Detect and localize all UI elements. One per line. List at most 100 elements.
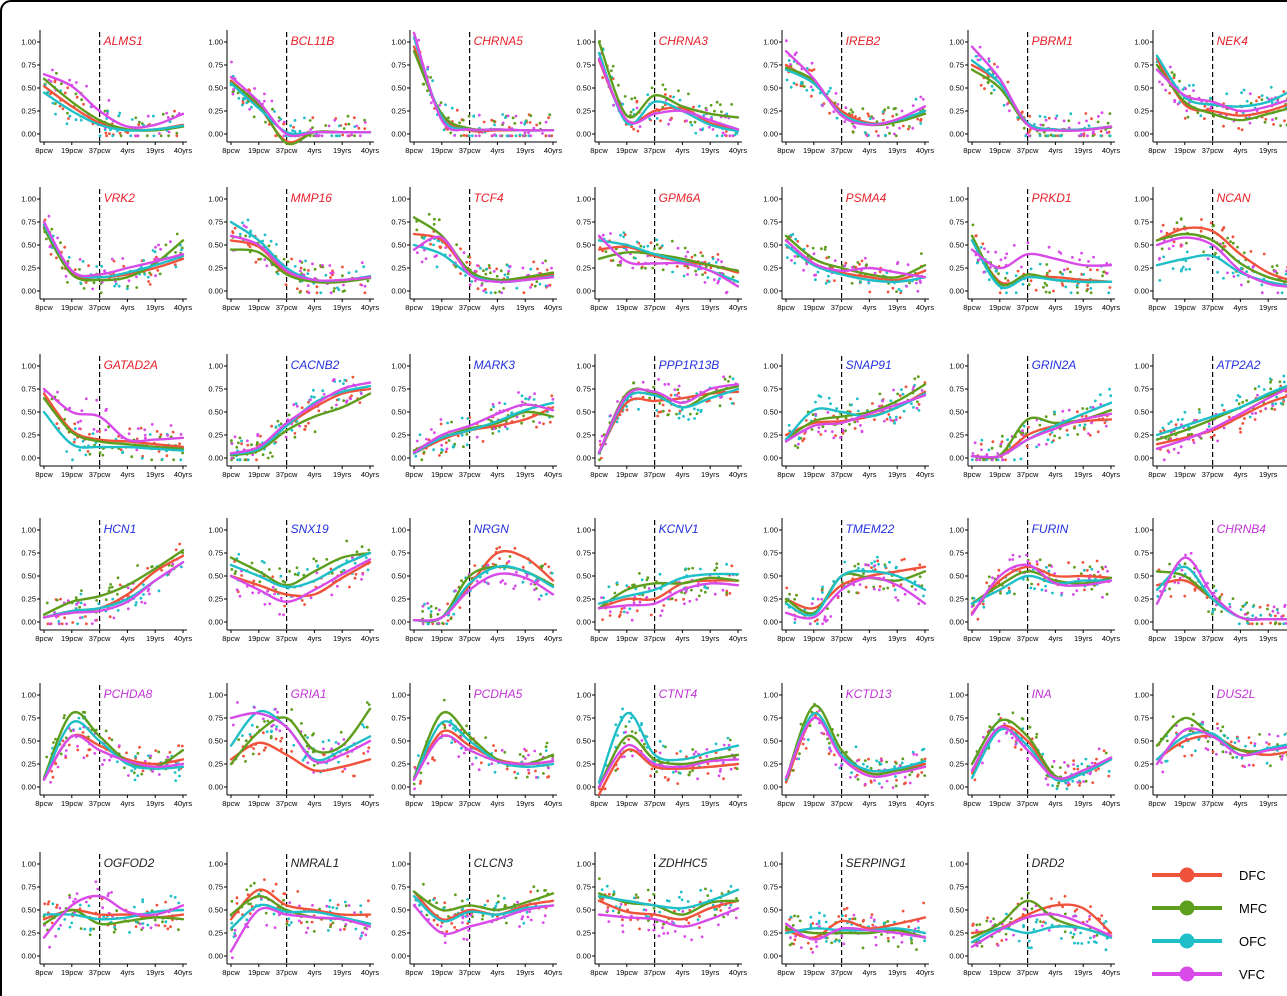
- data-point-vfc: [871, 117, 875, 120]
- data-point-mfc: [345, 539, 349, 543]
- data-point-mfc: [643, 585, 647, 589]
- data-point-ofc: [1019, 457, 1023, 461]
- data-point-ofc: [1262, 388, 1266, 391]
- data-point-vfc: [812, 252, 816, 256]
- data-point-dfc: [802, 437, 806, 441]
- data-point-ofc: [1188, 267, 1191, 271]
- data-point-vfc: [430, 428, 433, 431]
- data-point-vfc: [498, 401, 501, 405]
- data-point-ofc: [645, 735, 649, 738]
- data-point-dfc: [1258, 605, 1262, 609]
- trend-line-vfc: [229, 381, 372, 455]
- data-point-dfc: [866, 112, 870, 116]
- data-point-vfc: [242, 224, 246, 228]
- data-point-dfc: [1235, 111, 1238, 115]
- data-point-ofc: [445, 622, 449, 626]
- gene-label: KCTD13: [846, 687, 892, 701]
- data-point-ofc: [529, 267, 533, 271]
- x-tick-label: 19yrs: [333, 634, 352, 643]
- data-point-mfc: [45, 237, 48, 241]
- data-point-ofc: [532, 398, 536, 401]
- y-tick-label: 0.50: [391, 408, 406, 417]
- data-point-vfc: [1104, 424, 1108, 428]
- data-point-dfc: [1227, 415, 1231, 419]
- data-point-mfc: [723, 377, 727, 381]
- data-point-ofc: [431, 79, 434, 83]
- data-point-ofc: [292, 743, 296, 747]
- data-point-mfc: [1236, 245, 1239, 249]
- data-point-ofc: [1169, 420, 1173, 424]
- data-point-vfc: [1003, 256, 1007, 260]
- data-point-mfc: [235, 445, 239, 449]
- data-point-ofc: [538, 282, 542, 286]
- data-point-dfc: [300, 599, 304, 602]
- data-point-dfc: [495, 547, 499, 551]
- data-point-vfc: [1078, 258, 1081, 262]
- data-point-vfc: [1283, 605, 1286, 608]
- data-point-dfc: [663, 776, 667, 779]
- data-point-vfc: [1025, 553, 1028, 557]
- data-point-vfc: [335, 403, 338, 407]
- x-tick-label: 37pcw: [89, 146, 111, 155]
- data-point-ofc: [237, 96, 241, 100]
- data-point-dfc: [801, 742, 805, 746]
- data-point-vfc: [499, 580, 503, 584]
- data-point-mfc: [1242, 251, 1246, 255]
- data-point-dfc: [67, 117, 70, 120]
- data-point-mfc: [244, 234, 248, 238]
- data-point-mfc: [855, 591, 859, 595]
- data-point-vfc: [84, 397, 88, 401]
- data-point-dfc: [547, 775, 551, 778]
- data-point-ofc: [987, 448, 991, 452]
- data-point-dfc: [874, 130, 878, 133]
- data-point-ofc: [180, 248, 183, 252]
- trend-line-vfc: [412, 734, 555, 781]
- data-point-ofc: [976, 261, 979, 265]
- data-point-ofc: [821, 591, 824, 594]
- data-point-mfc: [1246, 280, 1250, 284]
- x-tick-label: 40yrs: [916, 146, 935, 155]
- data-point-dfc: [61, 739, 65, 743]
- y-tick-label: 0.50: [763, 84, 778, 93]
- data-point-vfc: [1001, 458, 1005, 462]
- data-point-vfc: [83, 603, 87, 607]
- data-point-ofc: [347, 271, 351, 275]
- gene-label: GRIA1: [291, 687, 327, 701]
- data-point-vfc: [51, 68, 54, 72]
- data-point-vfc: [306, 761, 310, 765]
- data-point-dfc: [51, 775, 55, 779]
- x-tick-label: 40yrs: [174, 799, 193, 808]
- data-point-ofc: [316, 565, 319, 568]
- data-point-mfc: [791, 769, 795, 772]
- data-point-mfc: [64, 736, 68, 740]
- gene-label: FURIN: [1032, 522, 1069, 536]
- data-point-ofc: [1078, 423, 1082, 427]
- data-point-mfc: [1089, 291, 1093, 295]
- y-tick-label: 1.00: [763, 691, 778, 700]
- data-point-mfc: [60, 266, 64, 270]
- data-point-vfc: [477, 113, 481, 117]
- data-point-vfc: [80, 409, 84, 413]
- x-tick-label: 8pcw: [963, 303, 981, 312]
- data-point-dfc: [916, 117, 920, 121]
- data-point-vfc: [47, 214, 51, 218]
- data-point-vfc: [893, 132, 896, 136]
- data-point-mfc: [136, 564, 140, 567]
- data-point-mfc: [83, 711, 87, 714]
- data-point-vfc: [836, 103, 840, 106]
- data-point-vfc: [683, 602, 686, 606]
- data-point-ofc: [621, 707, 624, 711]
- y-tick-label: 0.00: [949, 783, 964, 792]
- data-point-dfc: [1223, 245, 1227, 248]
- data-point-vfc: [471, 762, 474, 766]
- data-point-vfc: [977, 258, 980, 262]
- y-tick-label: 0.75: [208, 61, 223, 70]
- data-point-ofc: [824, 281, 828, 285]
- data-point-ofc: [78, 727, 82, 731]
- data-point-vfc: [684, 590, 688, 594]
- y-tick-label: 0.25: [21, 431, 36, 440]
- data-point-ofc: [889, 399, 893, 403]
- data-point-ofc: [238, 232, 242, 236]
- data-point-ofc: [793, 621, 797, 624]
- data-point-vfc: [263, 99, 266, 103]
